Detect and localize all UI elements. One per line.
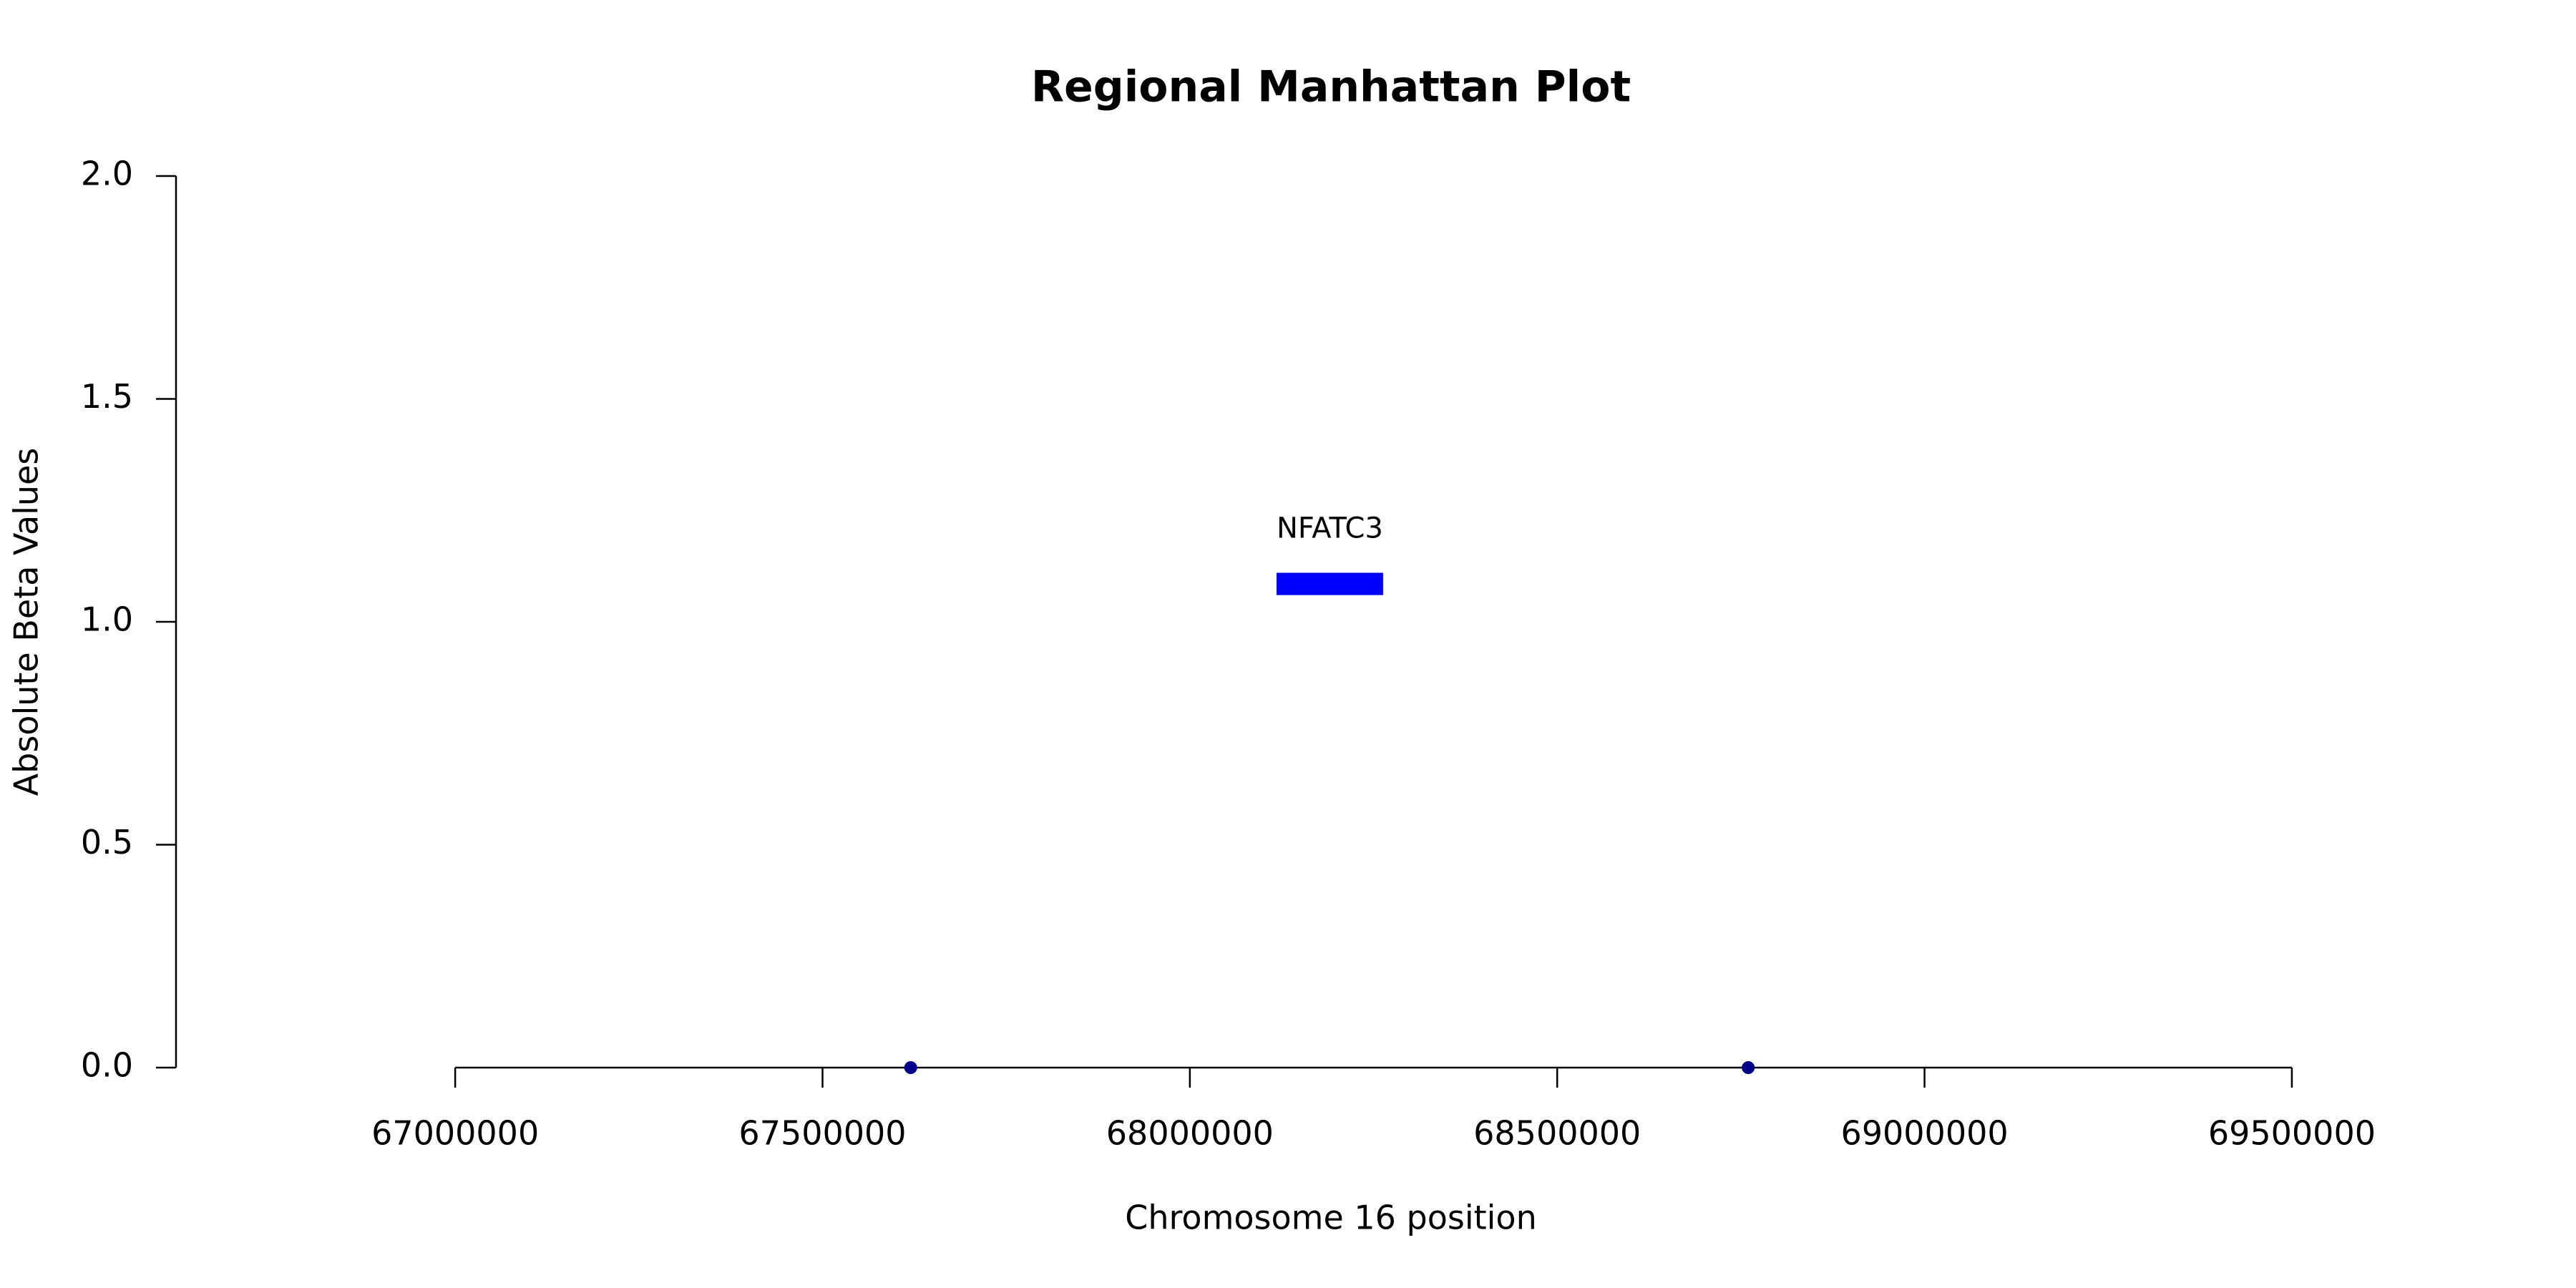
x-tick-label: 69000000: [1840, 1114, 2008, 1153]
chart-title: Regional Manhattan Plot: [1031, 62, 1631, 112]
x-tick-label: 67500000: [738, 1114, 906, 1153]
x-tick-label: 67000000: [371, 1114, 539, 1153]
x-tick-label: 69500000: [2208, 1114, 2376, 1153]
y-axis-label: Absolute Beta Values: [7, 448, 46, 796]
y-tick-label: 2.0: [81, 155, 133, 193]
y-tick-label: 1.5: [81, 377, 133, 416]
x-axis-label: Chromosome 16 position: [1125, 1199, 1536, 1237]
y-tick-label: 0.5: [81, 823, 133, 862]
gene-bar: [1277, 572, 1383, 595]
point: [904, 1061, 917, 1074]
x-tick-label: 68500000: [1473, 1114, 1641, 1153]
point: [1742, 1061, 1755, 1074]
y-tick-label: 1.0: [81, 600, 133, 639]
x-tick-label: 68000000: [1106, 1114, 1274, 1153]
y-tick-label: 0.0: [81, 1046, 133, 1085]
gene-label: NFATC3: [1277, 512, 1383, 545]
